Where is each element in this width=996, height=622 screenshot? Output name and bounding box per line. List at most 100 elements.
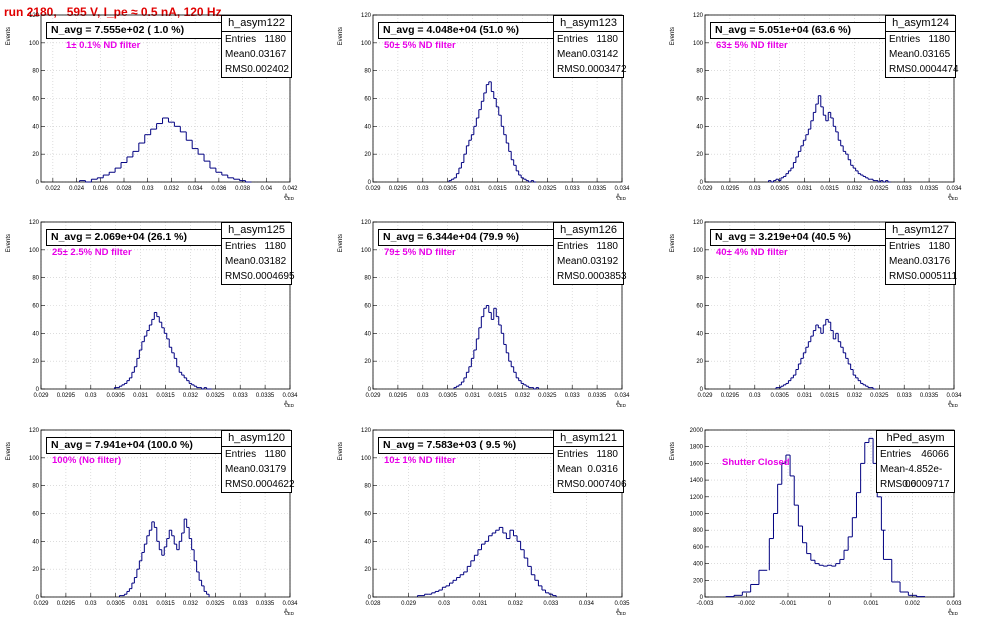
stats-mean-label: Mean xyxy=(557,256,583,267)
x-tick-label: 0.029 xyxy=(33,601,49,607)
x-axis-label-subscript: LED xyxy=(285,403,295,408)
stats-mean-row: Mean 0.03182 xyxy=(222,254,291,269)
x-tick-label: 0.0295 xyxy=(389,393,408,399)
y-tick-label: 40 xyxy=(696,124,703,130)
x-tick-label: 0.03 xyxy=(417,186,429,192)
stats-box: h_asym125 Entries 1180 Mean 0.03182 RMS 0.0004… xyxy=(221,222,295,285)
x-tick-label: 0.03 xyxy=(142,186,154,192)
histogram-panel-hPed_asym: -0.003 -0.002 -0.001 0 0.001 0.002 0.003 0 200 40… xyxy=(664,415,996,622)
y-tick-label: 80 xyxy=(364,69,371,75)
x-tick-label: 0.033 xyxy=(897,186,913,192)
x-tick-label: 0.033 xyxy=(233,393,249,399)
x-axis-label: A xyxy=(284,609,288,615)
stats-entries-row: Entries 1180 xyxy=(222,239,291,254)
stats-box-title: h_asym124 xyxy=(886,16,955,32)
stats-entries-value: 1180 xyxy=(264,241,286,252)
y-tick-label: 0 xyxy=(700,180,704,186)
stats-rms-label: RMS xyxy=(880,479,903,490)
stats-rms-value: 0.0004622 xyxy=(247,479,295,490)
x-tick-label: 0.034 xyxy=(614,186,630,192)
x-tick-label: 0.034 xyxy=(282,393,298,399)
y-tick-label: 100 xyxy=(693,248,704,254)
stats-mean-label: Mean xyxy=(225,256,251,267)
stats-mean-row: Mean 0.03192 xyxy=(554,254,623,269)
x-tick-label: 0.0315 xyxy=(820,186,839,192)
stats-box: h_asym122 Entries 1180 Mean 0.03167 RMS 0.0024… xyxy=(221,15,292,78)
stats-box: h_asym123 Entries 1180 Mean 0.03142 RMS 0.0003… xyxy=(553,15,627,78)
y-tick-label: 100 xyxy=(693,41,704,47)
stats-mean-label: Mean xyxy=(557,464,583,475)
x-tick-label: 0.0295 xyxy=(389,186,408,192)
x-tick-label: 0.029 xyxy=(33,393,49,399)
x-tick-label: 0.0325 xyxy=(538,186,557,192)
stats-box: hPed_asym Entries 46066 Mean -4.852e-06 RMS 0.… xyxy=(876,430,955,493)
x-axis-label-subscript: LED xyxy=(617,403,627,408)
stats-entries-value: 1180 xyxy=(596,241,618,252)
x-tick-label: 0.031 xyxy=(133,393,149,399)
stats-rms-row: RMS 0.0003853 xyxy=(554,269,627,284)
stats-box: h_asym124 Entries 1180 Mean 0.03165 RMS 0.0004… xyxy=(885,15,959,78)
x-tick-label: 0.03 xyxy=(85,601,97,607)
stats-mean-value: -4.852e-06 xyxy=(905,464,943,490)
stats-rms-row: RMS 0.0007406 xyxy=(554,477,627,492)
y-tick-label: 20 xyxy=(696,152,703,158)
x-tick-label: 0.0305 xyxy=(771,393,790,399)
y-tick-label: 120 xyxy=(361,13,372,19)
stats-entries-row: Entries 1180 xyxy=(886,239,955,254)
y-tick-label: 60 xyxy=(364,97,371,103)
navg-label: N_avg = 6.344e+04 (79.9 %) xyxy=(378,229,557,246)
x-axis-label-subscript: LED xyxy=(617,611,627,616)
stats-box-title: h_asym121 xyxy=(554,431,623,447)
x-tick-label: 0.0335 xyxy=(920,393,939,399)
stats-rms-label: RMS xyxy=(557,479,580,490)
y-tick-label: 200 xyxy=(693,578,704,584)
stats-rms-label: RMS xyxy=(889,271,912,282)
stats-entries-value: 46066 xyxy=(921,449,949,460)
stats-mean-label: Mean xyxy=(889,49,915,60)
y-tick-label: 60 xyxy=(32,97,39,103)
x-tick-label: 0.0315 xyxy=(156,601,175,607)
x-tick-label: 0.0305 xyxy=(439,186,458,192)
y-axis-label: Events xyxy=(6,442,12,460)
y-tick-label: 120 xyxy=(361,428,372,434)
x-axis-label-subscript: LED xyxy=(285,196,295,201)
x-tick-label: 0.0305 xyxy=(107,601,126,607)
x-tick-label: 0.032 xyxy=(508,601,524,607)
histogram-panel-h_asym124: 0.029 0.0295 0.03 0.0305 0.031 0.0315 0.032 0.0… xyxy=(664,0,996,207)
y-tick-label: 1400 xyxy=(690,478,704,484)
stats-entries-label: Entries xyxy=(557,34,589,45)
stats-rms-label: RMS xyxy=(557,271,580,282)
y-tick-label: 20 xyxy=(364,359,371,365)
y-tick-label: 20 xyxy=(32,567,39,573)
stats-mean-row: Mean -4.852e-06 xyxy=(877,462,954,490)
filter-label: Shutter Closed xyxy=(722,457,790,468)
stats-box-title: h_asym126 xyxy=(554,223,623,239)
y-axis-label: Events xyxy=(338,234,344,252)
histogram-panel-h_asym121: 0.028 0.029 0.03 0.031 0.032 0.033 0.034 0.035 0… xyxy=(332,415,664,622)
x-tick-label: 0.032 xyxy=(183,601,199,607)
x-axis-label-subscript: LED xyxy=(949,611,959,616)
stats-mean-value: 0.0316 xyxy=(587,464,618,475)
stats-rms-value: 0.0003472 xyxy=(579,64,627,75)
x-tick-label: 0.024 xyxy=(69,186,85,192)
stats-mean-label: Mean xyxy=(880,464,906,475)
x-tick-label: 0.035 xyxy=(614,601,630,607)
x-tick-label: 0.038 xyxy=(235,186,251,192)
stats-rms-value: 0.0004695 xyxy=(247,271,295,282)
stats-entries-row: Entries 1180 xyxy=(222,447,291,462)
y-tick-label: 60 xyxy=(364,512,371,518)
x-tick-label: 0.031 xyxy=(797,393,813,399)
filter-label: 40± 4% ND filter xyxy=(716,247,788,258)
stats-rms-value: 0.002402 xyxy=(247,64,289,75)
y-tick-label: 100 xyxy=(361,41,372,47)
y-tick-label: 100 xyxy=(29,248,40,254)
y-axis-label: Events xyxy=(670,442,676,460)
navg-label: N_avg = 4.048e+04 (51.0 %) xyxy=(378,22,557,39)
stats-mean-label: Mean xyxy=(225,49,251,60)
y-tick-label: 120 xyxy=(693,13,704,19)
x-tick-label: 0.032 xyxy=(847,393,863,399)
y-tick-label: 80 xyxy=(364,484,371,490)
y-tick-label: 20 xyxy=(32,152,39,158)
stats-mean-label: Mean xyxy=(889,256,915,267)
x-tick-label: 0.042 xyxy=(282,186,298,192)
